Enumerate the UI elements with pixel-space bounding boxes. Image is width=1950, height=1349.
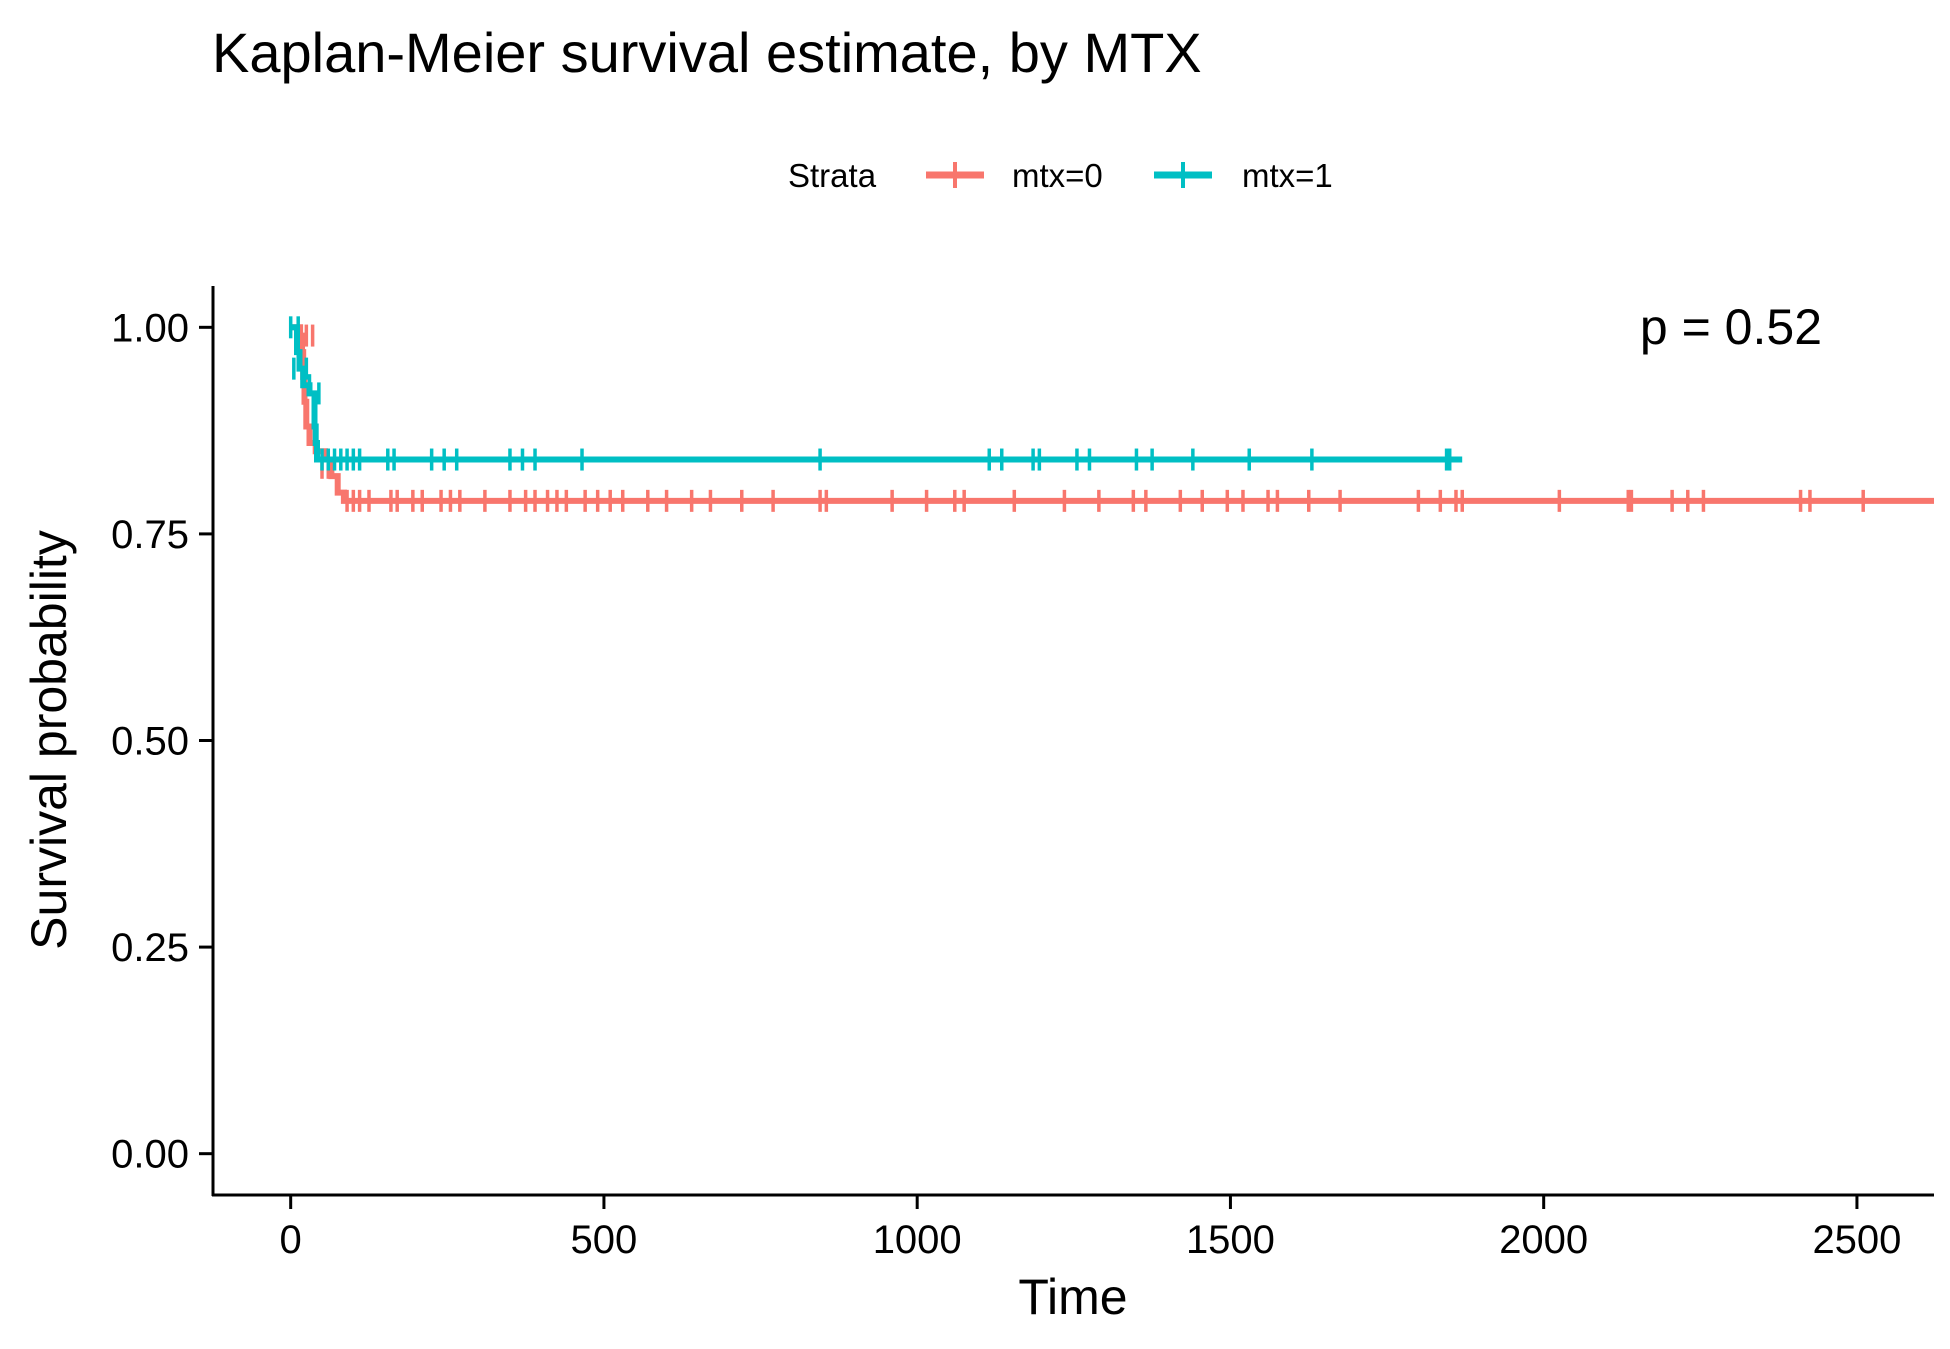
x-axis-ticks: 0 500 1000 1500 2000 2500	[280, 1195, 1901, 1262]
x-tick-label: 1000	[873, 1218, 962, 1262]
x-tick-label: 2000	[1499, 1218, 1588, 1262]
legend: Strata mtx=0 mtx=1	[788, 157, 1333, 194]
legend-label: mtx=0	[1012, 157, 1103, 194]
y-tick-label: 0.75	[111, 513, 189, 557]
x-tick-label: 500	[571, 1218, 638, 1262]
legend-label: mtx=1	[1242, 157, 1333, 194]
km-series-mtx1	[288, 316, 1463, 471]
p-value-annotation: p = 0.52	[1640, 299, 1822, 355]
legend-entry-mtx0[interactable]: mtx=0	[926, 157, 1103, 194]
x-tick-label: 2500	[1812, 1218, 1901, 1262]
y-tick-label: 0.25	[111, 926, 189, 970]
legend-entry-mtx1[interactable]: mtx=1	[1154, 157, 1333, 194]
survival-curve	[290, 324, 1463, 463]
series-layer	[288, 316, 1934, 512]
y-tick-label: 0.50	[111, 720, 189, 764]
x-tick-label: 0	[280, 1218, 302, 1262]
plot-area: 0 500 1000 1500 2000 2500 0.00 0.25 0.50 0.75 1.0…	[111, 286, 1934, 1262]
y-axis-ticks: 0.00 0.25 0.50 0.75 1.00	[111, 306, 213, 1177]
y-axis-label: Survival probability	[21, 530, 77, 950]
legend-title: Strata	[788, 157, 877, 194]
y-tick-label: 0.00	[111, 1133, 189, 1177]
chart-title: Kaplan-Meier survival estimate, by MTX	[212, 21, 1202, 84]
y-tick-label: 1.00	[111, 306, 189, 350]
x-tick-label: 1500	[1186, 1218, 1275, 1262]
x-axis-label: Time	[1018, 1269, 1127, 1325]
